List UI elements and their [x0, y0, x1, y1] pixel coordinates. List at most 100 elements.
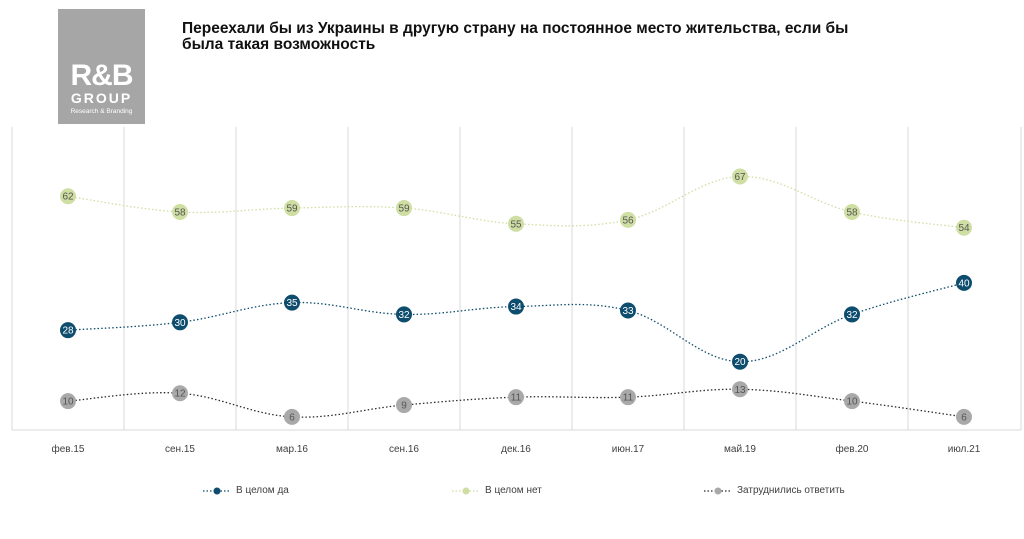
- data-point: 35: [284, 294, 300, 311]
- x-tick-label: июн.17: [612, 444, 645, 455]
- data-point: 58: [172, 203, 188, 220]
- data-label: 67: [734, 172, 746, 183]
- data-label: 59: [286, 204, 298, 215]
- data-point: 55: [508, 215, 524, 232]
- data-point-marker: [844, 393, 860, 410]
- data-label: 40: [958, 278, 970, 289]
- data-point-marker: [732, 168, 748, 185]
- legend-item-yes: В целом да: [203, 485, 289, 496]
- data-label: 12: [174, 389, 186, 400]
- x-tick-label: сен.16: [389, 444, 419, 455]
- data-point-marker: [172, 314, 188, 331]
- data-point-marker: [844, 306, 860, 323]
- chart-title: Переехали бы из Украины в другую страну …: [182, 20, 849, 53]
- series-line-0: [67, 282, 965, 363]
- data-point-marker: [956, 274, 972, 291]
- data-label: 10: [62, 397, 74, 408]
- data-label: 6: [961, 412, 967, 423]
- data-point: 32: [396, 306, 412, 323]
- logo-tagline: Research & Branding: [70, 108, 133, 115]
- data-point: 6: [956, 408, 972, 425]
- x-tick-label: фев.20: [835, 443, 868, 455]
- data-label: 10: [846, 397, 858, 408]
- legend-marker-dontknow: [704, 487, 732, 495]
- data-label: 58: [174, 207, 186, 218]
- data-point-marker: [284, 294, 300, 311]
- data-point-marker: [732, 353, 748, 370]
- data-label: 59: [398, 204, 410, 215]
- data-label: 9: [401, 401, 407, 412]
- data-point: 13: [732, 381, 748, 398]
- data-point: 58: [844, 203, 860, 220]
- data-points: 28 30 35 32 34 33 20 32 40 62 58 59 59 55 56 67 58 54 10 12…: [60, 168, 972, 425]
- data-point: 33: [620, 302, 636, 319]
- data-point-marker: [60, 393, 76, 410]
- data-point-marker: [172, 203, 188, 220]
- data-point: 6: [284, 408, 300, 425]
- data-point: 34: [508, 298, 524, 315]
- data-point: 54: [956, 219, 972, 236]
- data-point: 28: [60, 322, 76, 339]
- x-tick-label: дек.16: [501, 444, 531, 455]
- data-label: 55: [510, 219, 522, 230]
- data-point-marker: [844, 203, 860, 220]
- legend-label-dontknow: Затруднились ответить: [737, 485, 845, 496]
- x-tick-label: май.19: [724, 444, 756, 455]
- data-point-marker: [508, 298, 524, 315]
- data-point-marker: [396, 306, 412, 323]
- data-label: 20: [734, 357, 746, 368]
- data-point-marker: [620, 302, 636, 319]
- x-axis-labels: фев.15 сен.15 мар.16 сен.16 дек.16 июн.17 май.…: [51, 443, 980, 455]
- data-point-marker: [508, 389, 524, 406]
- data-label: 62: [62, 192, 74, 203]
- series-lines: [67, 175, 965, 418]
- logo: R&B GROUP Research & Branding: [58, 9, 145, 124]
- x-tick-label: сен.15: [165, 444, 195, 455]
- x-tick-label: мар.16: [276, 444, 308, 455]
- data-point: 56: [620, 211, 636, 228]
- data-point: 9: [396, 397, 412, 414]
- data-point-marker: [284, 408, 300, 425]
- data-point-marker: [284, 200, 300, 217]
- data-label: 34: [510, 302, 522, 313]
- data-point-marker: [172, 385, 188, 402]
- data-point: 11: [508, 389, 524, 406]
- data-point-marker: [396, 397, 412, 414]
- data-point: 12: [172, 385, 188, 402]
- data-point: 40: [956, 274, 972, 291]
- data-label: 54: [958, 223, 970, 234]
- data-point-marker: [620, 389, 636, 406]
- data-label: 32: [846, 310, 858, 321]
- data-label: 13: [734, 385, 746, 396]
- data-label: 28: [62, 326, 74, 337]
- data-point-marker: [60, 322, 76, 339]
- data-label: 58: [846, 207, 858, 218]
- legend-label-no: В целом нет: [485, 485, 542, 496]
- data-label: 6: [289, 412, 295, 423]
- data-point-marker: [60, 188, 76, 205]
- x-tick-label: июл.21: [948, 444, 981, 455]
- data-point-marker: [732, 381, 748, 398]
- data-point: 10: [844, 393, 860, 410]
- legend-label-yes: В целом да: [236, 485, 289, 496]
- data-point-marker: [956, 219, 972, 236]
- grid: [11, 127, 1022, 431]
- data-point-marker: [396, 200, 412, 217]
- data-point: 11: [620, 389, 636, 406]
- logo-mark: R&B: [70, 59, 134, 92]
- legend-marker-yes: [203, 487, 231, 495]
- data-label: 32: [398, 310, 410, 321]
- data-point-marker: [508, 215, 524, 232]
- data-point: 67: [732, 168, 748, 185]
- data-label: 30: [174, 318, 186, 329]
- data-point: 10: [60, 393, 76, 410]
- data-point-marker: [620, 211, 636, 228]
- logo-group: GROUP: [70, 90, 133, 106]
- data-label: 33: [622, 306, 634, 317]
- data-label: 56: [622, 215, 634, 226]
- data-label: 35: [286, 298, 298, 309]
- x-tick-label: фев.15: [51, 443, 84, 455]
- data-point: 59: [284, 200, 300, 217]
- legend-item-dontknow: Затруднились ответить: [704, 485, 845, 496]
